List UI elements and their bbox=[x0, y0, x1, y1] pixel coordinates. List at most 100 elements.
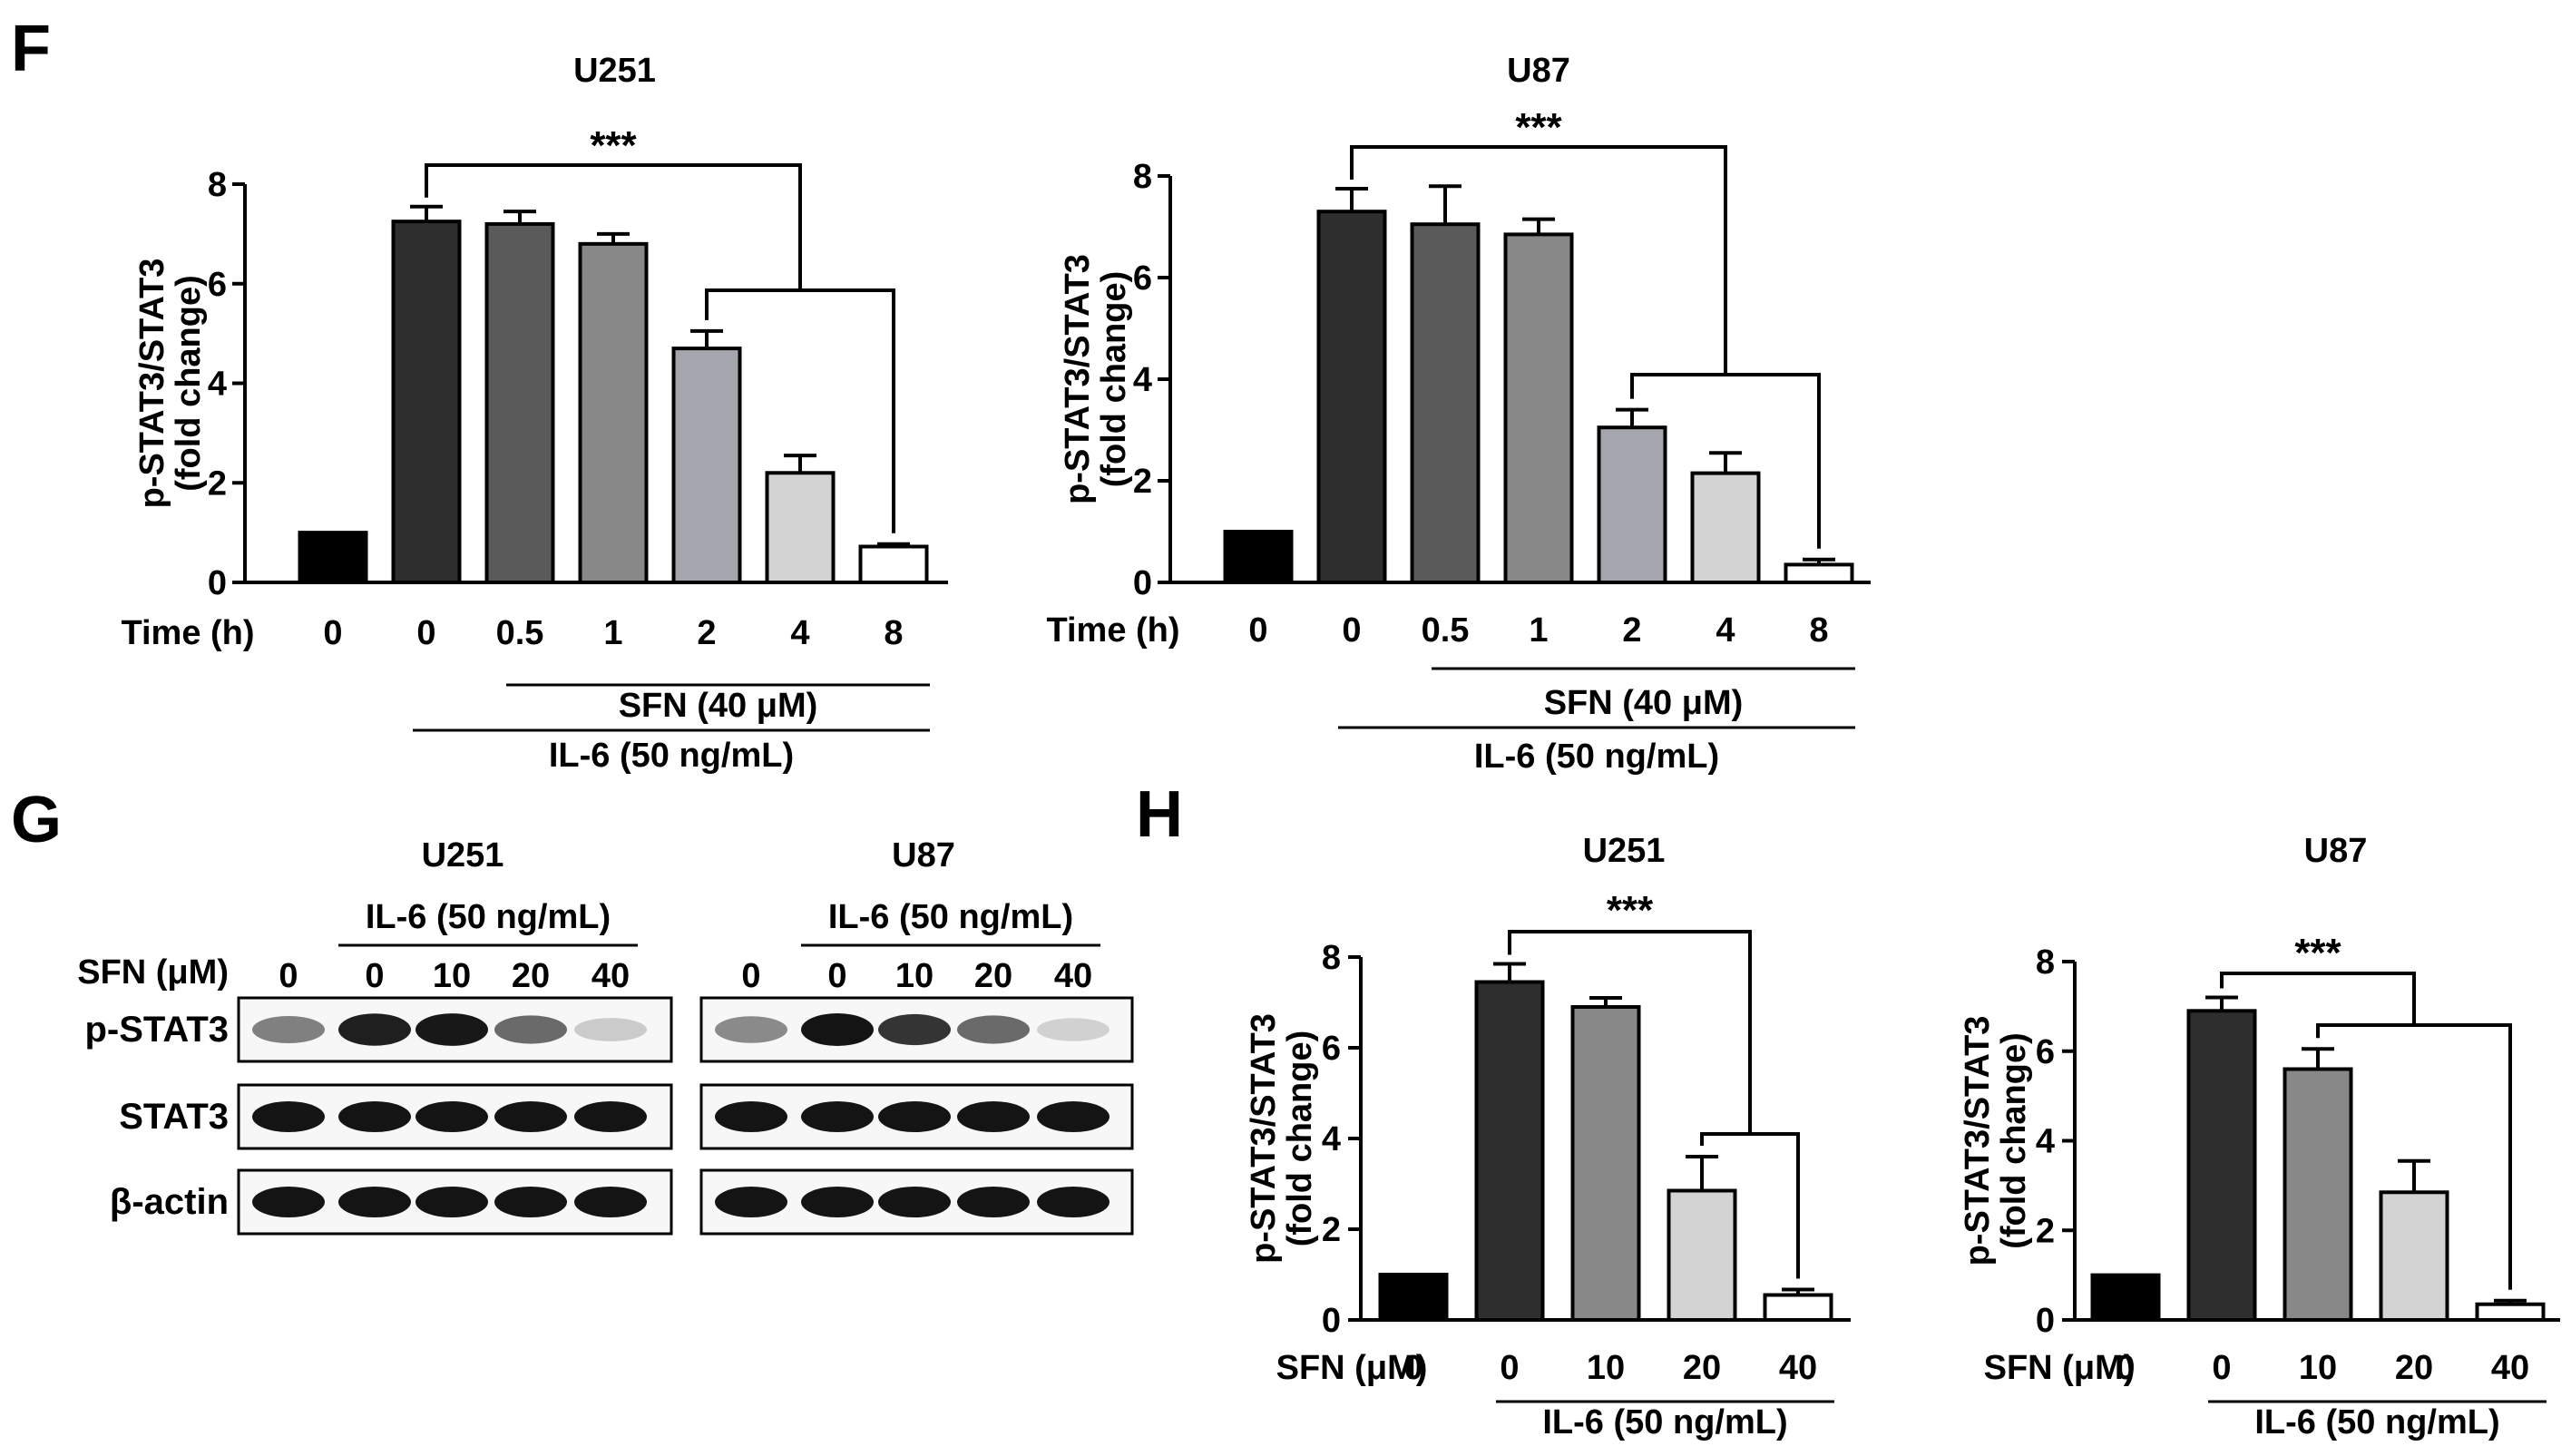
significance-stars: *** bbox=[1515, 105, 1562, 150]
lane-label: 20 bbox=[512, 957, 550, 995]
x-tick-label: 0 bbox=[2116, 1349, 2135, 1387]
bar bbox=[858, 544, 929, 584]
blot-band bbox=[415, 1101, 488, 1132]
blot-band bbox=[252, 1187, 325, 1217]
bar bbox=[1316, 210, 1387, 584]
group-label: IL-6 (50 ng/mL) bbox=[1542, 1403, 1787, 1441]
y-tick-label: 0 bbox=[208, 564, 227, 602]
blot-band bbox=[1037, 1018, 1110, 1041]
x-tick-label: 0 bbox=[2212, 1349, 2231, 1387]
panel-label-h: H bbox=[1136, 778, 1183, 851]
blot-band bbox=[574, 1101, 647, 1132]
y-axis-label: (fold change) bbox=[1095, 271, 1133, 488]
bar bbox=[1378, 1273, 1449, 1322]
x-tick-label: 1 bbox=[603, 614, 622, 652]
y-axis-label: (fold change) bbox=[170, 275, 208, 492]
x-tick-label: 0 bbox=[1342, 611, 1361, 650]
chart-title: U87 bbox=[1507, 52, 1570, 90]
x-tick-label: 0.5 bbox=[496, 614, 544, 652]
bar bbox=[1690, 471, 1761, 584]
y-tick-label: 0 bbox=[2036, 1302, 2055, 1340]
significance-stars: *** bbox=[2294, 931, 2341, 975]
x-tick-label: 2 bbox=[697, 614, 716, 652]
x-tick-label: 1 bbox=[1529, 611, 1548, 650]
y-axis-label: p-STAT3/STAT3 bbox=[1959, 1016, 1997, 1266]
significance-bracket bbox=[1508, 930, 1752, 1134]
bar bbox=[1763, 1293, 1833, 1322]
blot-band bbox=[715, 1016, 787, 1043]
blot-band bbox=[715, 1187, 787, 1217]
significance-bracket bbox=[1350, 145, 1727, 375]
panel-label-g: G bbox=[11, 784, 62, 856]
x-tick-label: 0.5 bbox=[1422, 611, 1470, 650]
significance-bracket bbox=[425, 163, 802, 290]
bar bbox=[2475, 1302, 2546, 1322]
blot-band bbox=[1037, 1187, 1110, 1217]
bar bbox=[671, 347, 742, 584]
blot-band bbox=[252, 1101, 325, 1132]
blot-band bbox=[801, 1013, 874, 1046]
lane-label: 0 bbox=[827, 957, 846, 995]
bar bbox=[1223, 530, 1294, 584]
y-tick-label: 6 bbox=[1133, 259, 1152, 298]
blot-band bbox=[878, 1187, 951, 1217]
x-tick-label: 0 bbox=[323, 614, 342, 652]
chart-f-u251: U251 p-STAT3/STAT3(fold change) 0 2 4 6 8 0 0 0.5… bbox=[121, 52, 948, 775]
bar bbox=[2283, 1067, 2353, 1322]
blot-row-label: β-actin bbox=[110, 1182, 229, 1222]
x-tick-label: 4 bbox=[790, 614, 809, 652]
blot-title: U87 bbox=[892, 836, 955, 875]
chart-h-u87: U87 p-STAT3/STAT3(fold change) 0 2 4 6 8 0 0 10 20… bbox=[1959, 832, 2560, 1441]
blot-band bbox=[252, 1016, 325, 1043]
x-axis-label: SFN (μM) bbox=[1984, 1349, 2136, 1387]
x-axis-label: SFN (μM) bbox=[1276, 1349, 1428, 1387]
x-axis-label: Time (h) bbox=[121, 614, 254, 652]
lane-label: 40 bbox=[1054, 957, 1092, 995]
y-axis-label: p-STAT3/STAT3 bbox=[1245, 1013, 1283, 1264]
blot-band bbox=[878, 1101, 951, 1132]
y-tick-label: 0 bbox=[1322, 1302, 1341, 1340]
x-tick-label: 0 bbox=[1500, 1349, 1519, 1387]
group-label: IL-6 (50 ng/mL) bbox=[2254, 1403, 2499, 1441]
y-tick-label: 8 bbox=[1133, 158, 1152, 196]
blot-band bbox=[494, 1187, 567, 1217]
y-axis-label: (fold change) bbox=[1995, 1032, 2033, 1249]
x-tick-label: 8 bbox=[1809, 611, 1828, 650]
bar bbox=[1410, 222, 1481, 584]
x-tick-label: 0 bbox=[416, 614, 435, 652]
y-tick-label: 4 bbox=[1322, 1120, 1341, 1158]
blot-band bbox=[415, 1187, 488, 1217]
group-label: IL-6 (50 ng/mL) bbox=[1474, 738, 1719, 776]
bar bbox=[484, 221, 555, 584]
group-label: SFN (40 μM) bbox=[619, 687, 818, 725]
blot-band bbox=[715, 1101, 787, 1132]
blot-band bbox=[574, 1187, 647, 1217]
bar bbox=[765, 471, 836, 585]
y-tick-label: 6 bbox=[1322, 1030, 1341, 1068]
bar bbox=[2090, 1273, 2161, 1322]
blot-u251: U251 IL-6 (50 ng/mL) 0 0 10 20 40 bbox=[237, 836, 673, 1236]
x-tick-label: 40 bbox=[1779, 1349, 1817, 1387]
lane-label: 20 bbox=[974, 957, 1012, 995]
chart-title: U251 bbox=[1583, 832, 1666, 870]
y-tick-label: 4 bbox=[2036, 1123, 2055, 1161]
panel-label-f: F bbox=[11, 13, 51, 85]
lane-label: 10 bbox=[895, 957, 934, 995]
y-tick-label: 6 bbox=[208, 266, 227, 304]
x-tick-label: 0 bbox=[1403, 1349, 1422, 1387]
bar bbox=[391, 220, 462, 584]
x-tick-label: 20 bbox=[2395, 1349, 2433, 1387]
blot-band bbox=[801, 1101, 874, 1132]
blot-band bbox=[494, 1101, 567, 1132]
blot-band bbox=[494, 1015, 567, 1044]
x-axis-label: Time (h) bbox=[1046, 611, 1179, 650]
il6-label: IL-6 (50 ng/mL) bbox=[828, 898, 1073, 936]
lane-label: 40 bbox=[591, 957, 630, 995]
chart-h-u251: U251 p-STAT3/STAT3(fold change) 0 2 4 6 8 0 0 10 2… bbox=[1245, 832, 1851, 1441]
blot-row-label: STAT3 bbox=[119, 1097, 229, 1137]
y-tick-label: 2 bbox=[1322, 1211, 1341, 1249]
y-tick-label: 2 bbox=[2036, 1212, 2055, 1250]
chart-title: U251 bbox=[573, 52, 656, 90]
blot-band bbox=[957, 1015, 1030, 1044]
western-blots: SFN (μM) p-STAT3 STAT3 β-actin U251 IL-6 (50 … bbox=[77, 836, 1134, 1236]
